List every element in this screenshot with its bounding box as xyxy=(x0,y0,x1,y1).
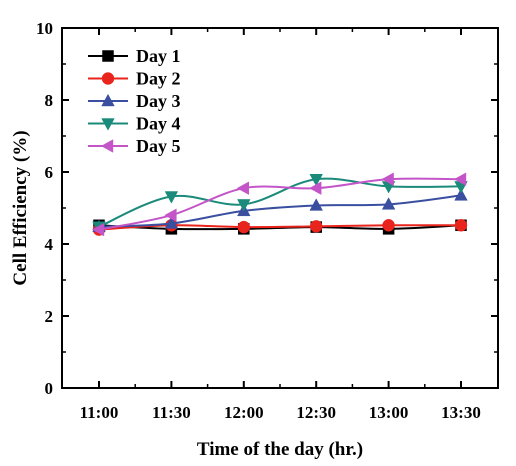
data-point xyxy=(453,172,467,186)
data-point xyxy=(454,219,468,232)
y-tick-label: 10 xyxy=(36,19,53,38)
series-line xyxy=(98,177,462,231)
series-line xyxy=(98,177,462,228)
y-tick-label: 0 xyxy=(45,379,54,398)
data-point xyxy=(164,216,179,229)
x-tick-label: 12:30 xyxy=(296,403,336,422)
y-axis-title: Cell Efficiency (%) xyxy=(10,130,31,285)
data-point xyxy=(381,197,396,210)
y-tick-label: 8 xyxy=(45,91,54,110)
series-day-5 xyxy=(91,172,467,237)
data-point xyxy=(236,181,249,195)
y-tick-label: 2 xyxy=(45,307,54,326)
data-point xyxy=(309,220,323,233)
legend-label: Day 2 xyxy=(136,69,181,89)
legend-item: Day 4 xyxy=(88,114,181,134)
legend-label: Day 3 xyxy=(136,91,181,111)
x-tick-label: 12:00 xyxy=(224,403,264,422)
legend-label: Day 1 xyxy=(136,46,181,66)
x-tick-label: 13:00 xyxy=(369,403,409,422)
y-tick-label: 6 xyxy=(45,163,54,182)
series-day-3 xyxy=(92,188,468,232)
legend-marker xyxy=(101,72,115,85)
data-point xyxy=(164,208,177,222)
data-point xyxy=(237,199,251,212)
legend-item: Day 5 xyxy=(88,136,181,156)
data-point xyxy=(382,219,395,232)
data-point xyxy=(309,181,322,195)
x-tick-label: 11:00 xyxy=(80,403,119,422)
legend-marker xyxy=(102,50,114,62)
y-tick-label: 4 xyxy=(45,235,54,254)
legend-item: Day 2 xyxy=(88,69,181,89)
data-point xyxy=(454,188,468,201)
legend-item: Day 3 xyxy=(88,91,181,111)
legend-label: Day 5 xyxy=(136,136,181,156)
legend-marker xyxy=(100,139,114,153)
legend-item: Day 1 xyxy=(88,46,181,66)
data-point xyxy=(237,220,251,234)
axes: 0 2 4 6 8 10 11:00 11:30 12:00 12:30 13:00 13:30 xyxy=(36,19,499,422)
series-line xyxy=(98,194,462,228)
data-point xyxy=(381,172,394,186)
legend-label: Day 4 xyxy=(136,114,181,134)
x-axis-title: Time of the day (hr.) xyxy=(197,439,363,460)
x-tick-label: 11:30 xyxy=(152,403,191,422)
series-layer xyxy=(91,172,468,237)
data-point xyxy=(309,174,323,187)
data-point xyxy=(164,191,179,204)
data-point xyxy=(309,198,323,211)
legend-marker xyxy=(101,118,115,131)
legend-marker xyxy=(101,93,115,107)
x-tick-label: 13:30 xyxy=(441,403,481,422)
data-point xyxy=(91,222,105,237)
series-line xyxy=(98,224,462,231)
